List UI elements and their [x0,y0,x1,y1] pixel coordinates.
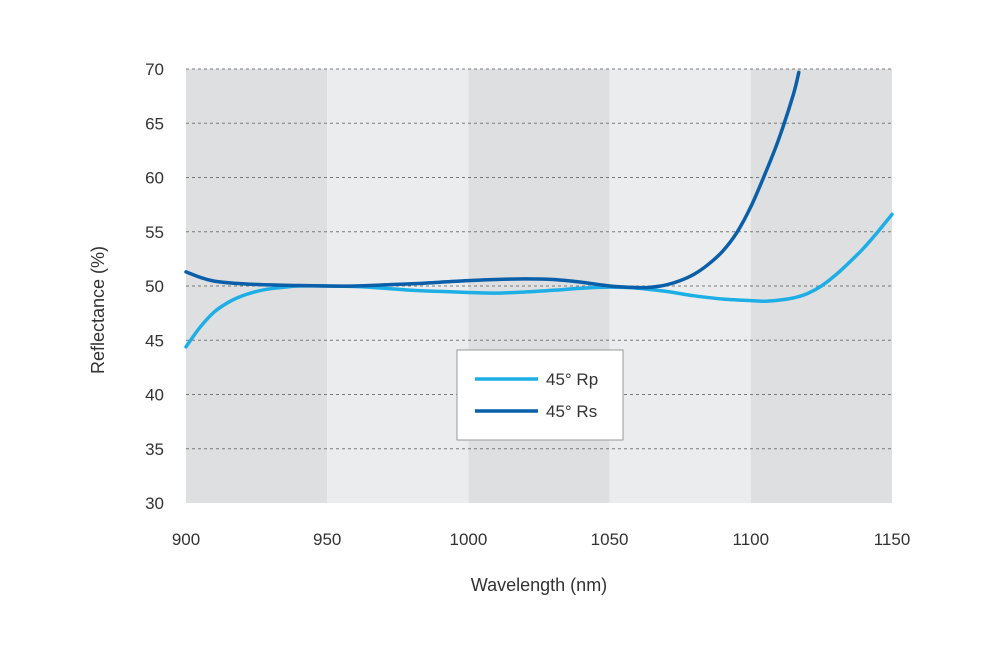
y-tick-label: 65 [145,114,164,133]
x-tick-label: 950 [313,530,341,549]
x-tick-label: 1050 [591,530,629,549]
y-tick-label: 30 [145,494,164,513]
y-tick-label: 60 [145,169,164,188]
y-tick-label: 55 [145,223,164,242]
y-tick-labels: 30 35 40 45 50 55 60 65 70 [145,60,164,513]
x-axis-title: Wavelength (nm) [471,575,607,595]
series-line-rp [184,212,894,349]
grid-lines [186,68,892,450]
x-tick-labels: 900 950 1000 1050 1100 1150 [172,530,910,549]
y-tick-label: 35 [145,440,164,459]
series-line-rs [184,70,801,290]
legend: 45° Rp 45° Rs [456,349,624,441]
x-tick-label: 1100 [733,530,770,549]
y-tick-label: 70 [145,60,164,79]
x-tick-label: 900 [172,530,200,549]
legend-box [456,349,624,441]
y-tick-label: 45 [145,331,164,350]
y-tick-label: 40 [145,386,164,405]
y-tick-label: 50 [145,277,164,296]
x-tick-label: 1150 [874,530,911,549]
x-tick-label: 1000 [449,530,487,549]
legend-label-rs: 45° Rs [546,402,597,421]
series-lines [184,70,894,349]
y-axis-title: Reflectance (%) [88,246,108,374]
legend-label-rp: 45° Rp [546,370,598,389]
